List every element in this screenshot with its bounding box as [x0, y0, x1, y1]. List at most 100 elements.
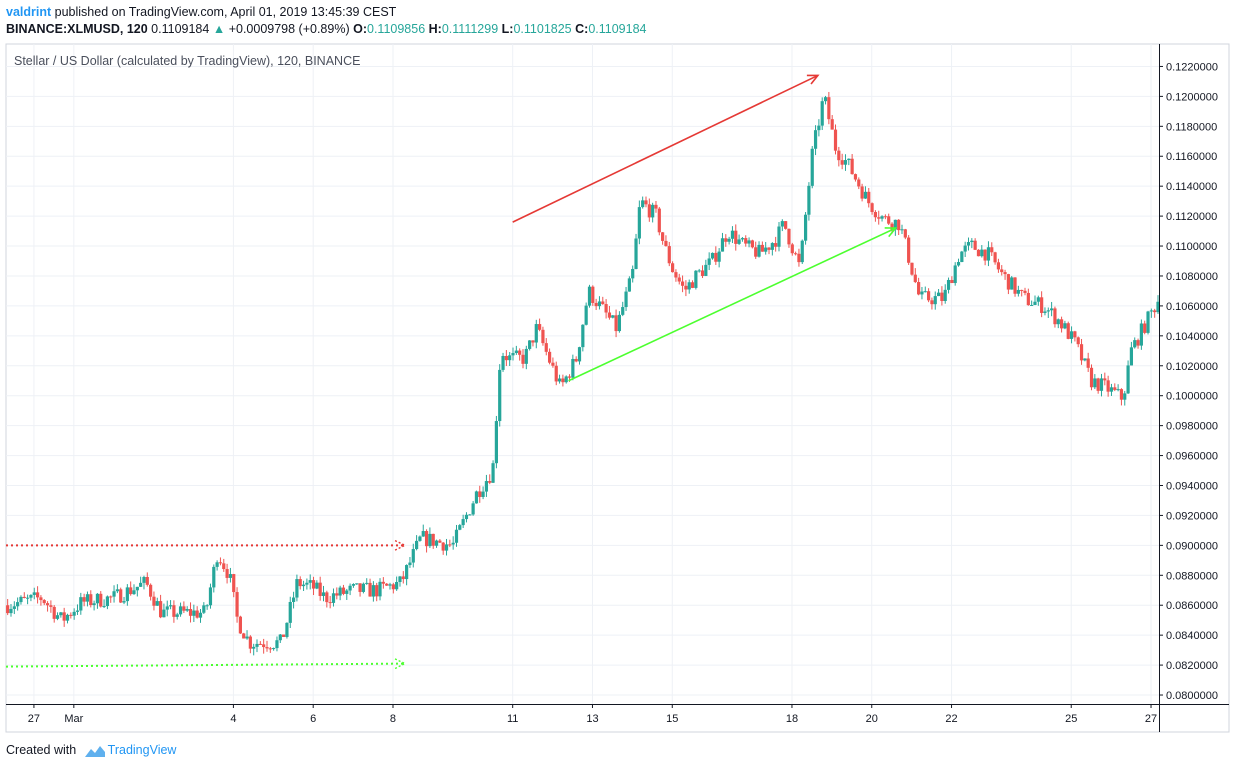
candle-body	[1113, 387, 1117, 390]
candle-body	[295, 579, 299, 598]
author-link[interactable]: valdrint	[6, 5, 52, 19]
created-with-text: Created with	[6, 743, 77, 757]
candle-body	[95, 593, 100, 604]
candle-body	[674, 272, 678, 278]
candle-body	[514, 350, 518, 354]
candle-body	[531, 340, 535, 343]
candle-body	[365, 582, 369, 584]
candle-body	[75, 610, 80, 612]
candle-body	[288, 601, 292, 623]
candle-body	[1073, 331, 1077, 338]
candle-body	[667, 246, 671, 264]
price-axis: 0.1220000 0.1200000 0.1180000 0.1160000 0.11…	[1159, 61, 1218, 702]
candle-body	[282, 634, 286, 637]
candle-body	[315, 582, 319, 589]
candle-body	[89, 594, 93, 606]
tradingview-brand-link[interactable]: TradingView	[107, 743, 177, 757]
candle-body	[431, 533, 435, 546]
candle-body	[474, 491, 479, 504]
candle-body	[697, 270, 701, 272]
candle-body	[724, 238, 728, 242]
candle-body	[42, 600, 46, 604]
candle-body	[986, 247, 991, 261]
x-tick-label: 11	[507, 713, 518, 725]
candle-body	[554, 365, 558, 382]
candle-body	[441, 542, 445, 551]
publish-header: valdrint published on TradingView.com, A…	[6, 5, 396, 19]
candle-body	[750, 240, 754, 248]
candle-body	[541, 329, 545, 344]
candle-body	[122, 601, 126, 603]
candle-body	[268, 648, 272, 650]
candle-body	[910, 262, 914, 275]
resistance-trendline[interactable]	[512, 74, 820, 223]
candle-body	[883, 216, 887, 218]
candle-body	[933, 296, 937, 305]
x-tick-label: 27	[1145, 713, 1157, 725]
candle-body	[368, 582, 372, 597]
candle-body	[800, 240, 804, 263]
x-tick-label: 13	[586, 713, 598, 725]
candle-body	[907, 237, 911, 263]
candle-body	[135, 586, 139, 591]
ohlc-close-key: C:	[575, 22, 589, 36]
price-change: +0.0009798 (+0.89%)	[228, 22, 350, 36]
candle-body	[451, 542, 455, 545]
candle-body	[710, 252, 715, 259]
y-tick-label: 0.0880000	[1166, 570, 1218, 582]
candle-body	[601, 301, 605, 305]
candle-body	[963, 245, 967, 252]
candle-body	[897, 219, 901, 231]
candle-body	[607, 312, 612, 318]
candle-body	[943, 289, 947, 301]
support-trendline[interactable]	[568, 227, 898, 382]
candle-body	[604, 304, 608, 313]
candle-body	[903, 229, 907, 238]
candle-body	[956, 262, 961, 266]
candle-body	[448, 544, 452, 546]
candle-body	[381, 581, 385, 584]
x-tick-label: 8	[390, 713, 396, 725]
candle-body	[734, 230, 738, 244]
candle-body	[591, 286, 595, 303]
candle-body	[511, 353, 515, 356]
candle-body	[807, 185, 811, 215]
candle-body	[597, 301, 602, 307]
candle-body	[980, 249, 984, 257]
candle-body	[694, 270, 698, 288]
green-dotted-level[interactable]	[5, 658, 407, 670]
y-tick-label: 0.1220000	[1166, 61, 1218, 73]
candle-body	[1053, 308, 1057, 325]
red-dotted-level[interactable]	[6, 539, 407, 551]
candle-body	[1066, 323, 1070, 339]
y-tick-label: 0.0800000	[1166, 690, 1218, 702]
candle-body	[508, 355, 512, 361]
candle-body	[641, 200, 645, 208]
candle-body	[890, 223, 894, 230]
candle-body	[1136, 340, 1140, 346]
y-tick-label: 0.0940000	[1166, 480, 1218, 492]
candle-body	[202, 605, 206, 613]
candle-body	[79, 597, 83, 611]
candle-body	[784, 221, 788, 229]
candle-body	[232, 574, 236, 593]
candle-body	[926, 291, 931, 301]
candle-body	[817, 125, 821, 131]
chart-frame	[5, 43, 1230, 733]
ohlc-open-value: 0.1109856	[367, 22, 426, 36]
candle-body	[587, 286, 592, 306]
candle-body	[813, 130, 818, 149]
candle-body	[411, 549, 415, 563]
candle-body	[49, 605, 53, 607]
candle-body	[893, 219, 897, 230]
x-tick-label: Mar	[64, 713, 83, 725]
candle-body	[1043, 311, 1047, 313]
candle-body	[188, 609, 193, 616]
candle-body	[661, 232, 665, 241]
candle-body	[318, 582, 322, 596]
ohlc-low-value: 0.1101825	[513, 22, 572, 36]
y-tick-label: 0.0920000	[1166, 510, 1218, 522]
ohlc-open-key: O:	[353, 22, 367, 36]
candle-body	[434, 540, 439, 546]
